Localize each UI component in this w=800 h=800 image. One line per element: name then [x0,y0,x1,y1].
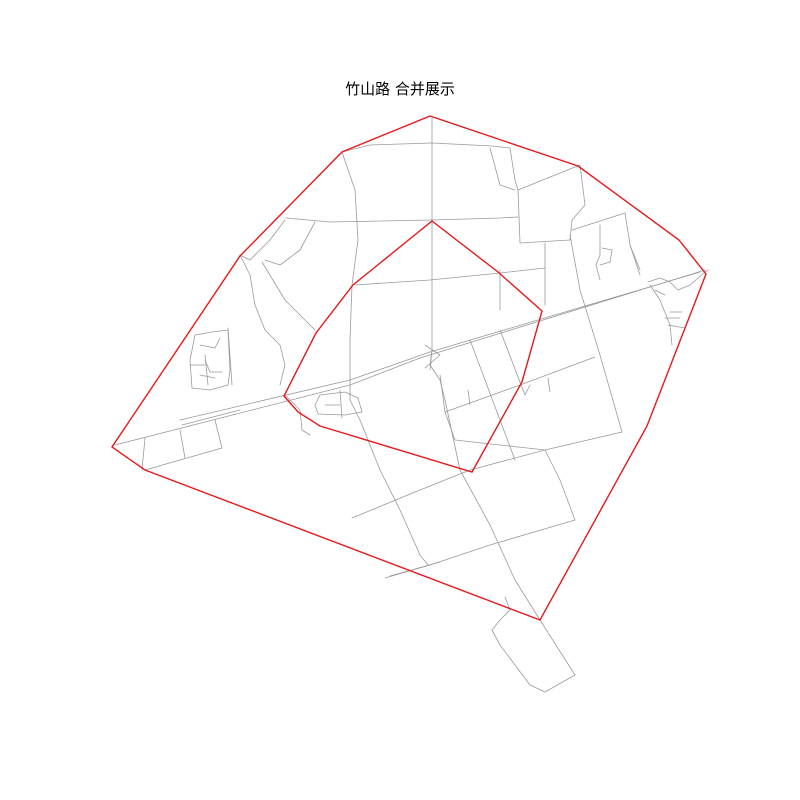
road [341,142,519,191]
inner-boundary [283,220,543,473]
road [189,329,231,391]
road [649,284,673,346]
road [595,224,601,281]
road [547,377,551,393]
road [467,389,471,406]
road [569,234,623,433]
road [341,151,429,566]
road [324,389,343,419]
road [239,219,286,261]
road [285,216,519,223]
road [544,449,576,521]
road [439,374,456,441]
road [491,596,576,693]
road [429,117,461,471]
road [424,344,441,371]
road [227,327,233,386]
road [189,354,209,386]
road [629,244,641,276]
railway [114,269,706,446]
road [489,147,516,191]
road [179,429,186,459]
road-network [114,117,709,693]
road [647,269,709,291]
road [499,329,531,396]
road [454,431,623,451]
road [264,221,316,266]
road [469,339,516,461]
railway [181,409,241,426]
railway [179,271,701,421]
road [239,254,286,386]
road [261,261,316,331]
road [144,419,223,471]
road [389,561,441,577]
road [571,212,641,271]
map-title: 竹山路 合并展示 [345,80,455,98]
road [351,449,546,519]
outer-boundary [111,115,707,621]
road [459,469,541,621]
road [141,437,146,471]
road [517,164,586,244]
road [354,267,546,286]
road [314,391,363,416]
road [284,394,311,436]
road [664,311,686,329]
road [199,337,223,379]
road [599,247,613,266]
district-boundaries [111,115,707,621]
road [654,289,666,296]
